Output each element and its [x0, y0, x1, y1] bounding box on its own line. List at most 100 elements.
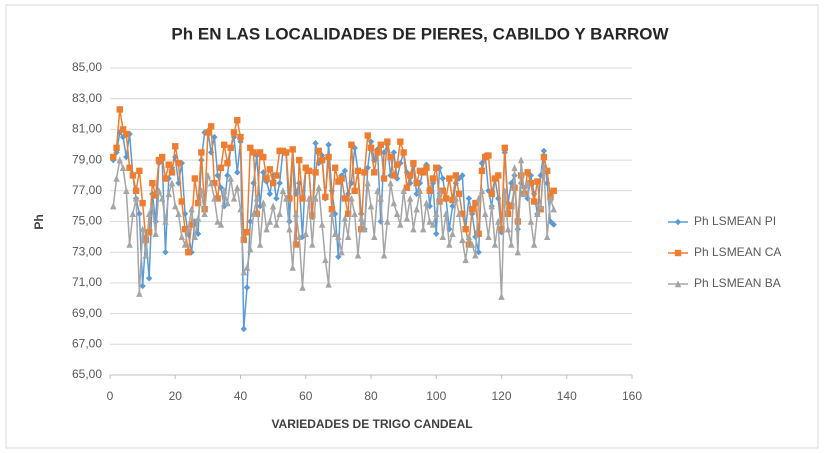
point	[243, 263, 251, 271]
point	[188, 205, 195, 213]
point	[498, 225, 505, 233]
point	[312, 169, 319, 176]
x-tick-label: 40	[234, 389, 248, 403]
point	[410, 225, 417, 233]
point	[204, 129, 212, 136]
point	[371, 233, 378, 241]
point	[358, 225, 365, 233]
point	[358, 214, 365, 222]
point	[413, 179, 420, 187]
point	[390, 172, 398, 179]
point	[282, 149, 290, 156]
point	[426, 217, 433, 225]
point	[475, 249, 482, 256]
point	[433, 230, 440, 237]
point	[384, 217, 391, 225]
point	[524, 169, 531, 176]
point	[129, 210, 137, 218]
point	[361, 225, 368, 233]
point	[537, 202, 544, 210]
point	[240, 236, 247, 244]
point	[534, 210, 541, 218]
point	[116, 156, 123, 164]
point	[116, 106, 123, 113]
point	[380, 251, 388, 259]
point	[530, 198, 538, 205]
point	[338, 175, 345, 182]
point	[420, 169, 427, 176]
point	[508, 179, 515, 187]
point	[485, 233, 492, 241]
point	[433, 164, 440, 171]
point	[442, 195, 450, 202]
point	[367, 144, 375, 152]
point	[348, 194, 355, 202]
x-axis-label: VARIEDADES DE TRIGO CANDEAL	[271, 417, 472, 431]
point	[162, 175, 169, 182]
point	[224, 172, 231, 179]
y-tick-label: 75,00	[72, 214, 102, 228]
point	[514, 218, 522, 225]
point	[446, 240, 453, 248]
point	[165, 161, 172, 168]
x-tick-label: 80	[364, 389, 378, 403]
point	[534, 178, 541, 185]
point	[224, 199, 231, 207]
point	[390, 199, 398, 207]
point	[142, 236, 150, 244]
point	[478, 187, 486, 194]
point	[380, 175, 388, 182]
point	[406, 172, 414, 179]
point	[475, 230, 482, 237]
point	[384, 138, 391, 145]
point	[260, 153, 267, 161]
point	[495, 172, 502, 179]
point	[243, 284, 251, 291]
point	[123, 187, 130, 194]
point	[211, 194, 218, 202]
point	[459, 210, 466, 218]
point	[475, 194, 482, 202]
point	[273, 172, 280, 179]
point	[181, 240, 189, 248]
point	[224, 159, 231, 167]
point	[282, 194, 290, 202]
point	[322, 256, 329, 264]
point	[168, 169, 176, 176]
point	[113, 174, 120, 182]
point	[207, 179, 215, 187]
point	[292, 241, 300, 248]
y-tick-label: 79,00	[72, 152, 102, 166]
point	[374, 187, 381, 194]
point	[341, 195, 349, 202]
point	[374, 149, 381, 156]
point	[455, 210, 463, 218]
point	[325, 280, 332, 288]
point	[198, 149, 205, 156]
point	[110, 202, 117, 210]
point	[540, 147, 548, 155]
point	[495, 217, 502, 225]
point	[540, 153, 548, 161]
point	[237, 205, 244, 213]
point	[204, 171, 212, 179]
point	[341, 214, 349, 222]
point	[305, 194, 313, 202]
point	[247, 245, 254, 253]
point	[331, 164, 339, 171]
point	[508, 240, 515, 248]
point	[172, 153, 179, 161]
point	[498, 293, 505, 300]
point	[185, 225, 192, 233]
point	[491, 240, 499, 248]
y-tick-label: 69,00	[72, 306, 102, 320]
point	[439, 233, 446, 241]
legend-marker	[674, 218, 682, 226]
point	[142, 251, 150, 259]
point	[260, 199, 267, 207]
point	[462, 225, 469, 233]
point	[132, 187, 140, 194]
point	[468, 240, 476, 248]
point	[299, 195, 306, 202]
point	[159, 153, 166, 161]
